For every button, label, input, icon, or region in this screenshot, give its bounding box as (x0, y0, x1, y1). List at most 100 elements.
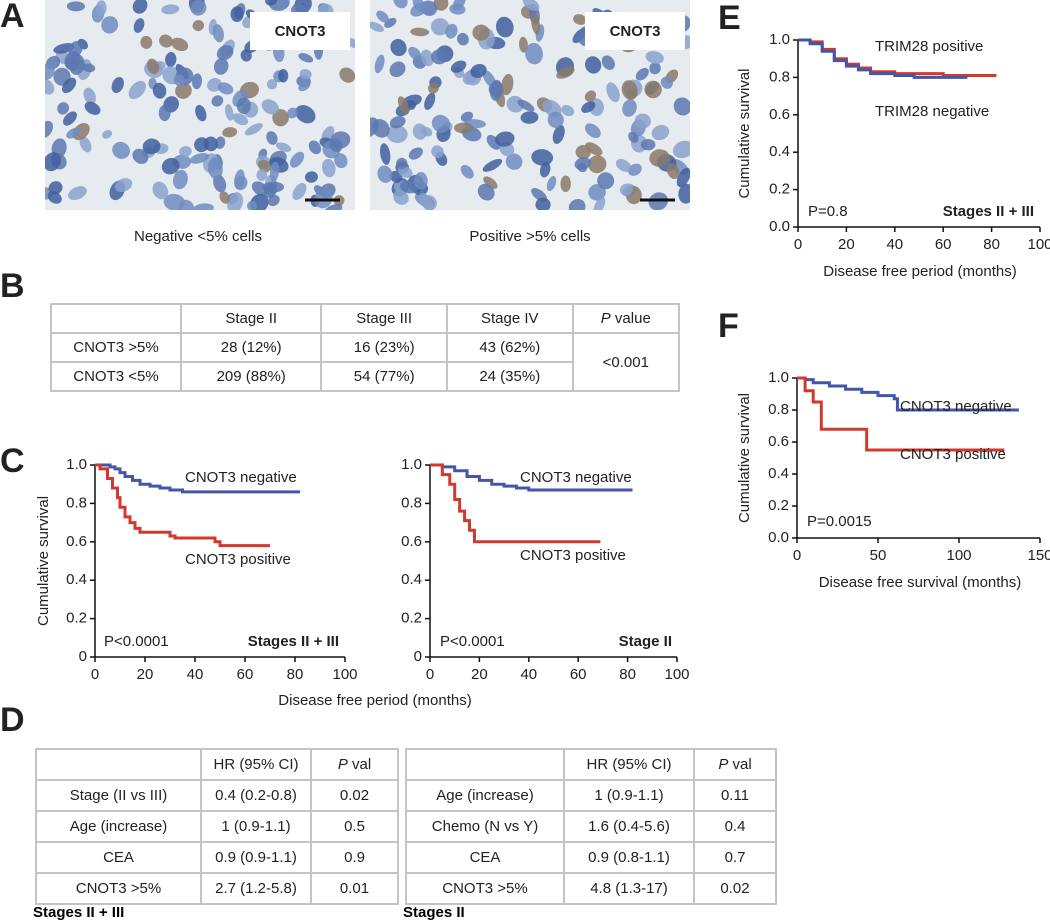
y-tick-label: 0.4 (768, 465, 789, 482)
x-tick-label: 0 (793, 547, 801, 564)
nucleus (483, 176, 498, 189)
nucleus (635, 67, 649, 81)
image-caption: Negative <5% cells (134, 228, 262, 245)
nucleus (175, 82, 192, 99)
nucleus (531, 149, 554, 166)
header-cell: Stage II (179, 303, 323, 334)
nucleus (433, 0, 449, 11)
nucleus (584, 56, 602, 74)
x-axis-label: Disease free period (months) (278, 692, 471, 709)
x-tick-label: 80 (619, 666, 636, 683)
cell: HR (95% CI) (563, 748, 695, 781)
nucleus (329, 138, 343, 153)
cell: CEA (35, 841, 202, 874)
nucleus (520, 111, 539, 124)
nucleus (111, 76, 124, 94)
nucleus (84, 101, 101, 115)
nucleus (63, 111, 78, 126)
x-tick-label: 20 (137, 666, 154, 683)
nucleus (227, 192, 244, 210)
nucleus (424, 92, 436, 110)
x-tick-label: 0 (794, 236, 802, 253)
nucleus (207, 157, 223, 180)
survival-curve (798, 38, 968, 79)
cell: 0.7 (693, 841, 777, 874)
nucleus (431, 49, 448, 65)
cell: CEA (405, 841, 565, 874)
nucleus (374, 54, 385, 74)
nucleus (649, 149, 670, 167)
nucleus (45, 152, 61, 172)
y-tick-label: 0.2 (401, 610, 422, 627)
nucleus (584, 90, 597, 102)
nucleus (431, 114, 451, 133)
nucleus (640, 139, 656, 151)
y-tick-label: 0.8 (768, 401, 789, 418)
nucleus (192, 20, 204, 32)
nucleus (219, 191, 230, 204)
nucleus (240, 49, 252, 62)
nucleus (428, 82, 439, 94)
nucleus (128, 80, 146, 100)
x-tick-label: 0 (426, 666, 434, 683)
y-tick-label: 0.2 (769, 181, 790, 198)
cell: 0.4 (693, 810, 777, 843)
x-tick-label: 80 (983, 236, 1000, 253)
nucleus (287, 107, 299, 119)
cell: CNOT3 >5% (405, 872, 565, 905)
nucleus (262, 181, 285, 193)
nucleus (477, 183, 495, 201)
cell (405, 748, 565, 781)
series-label: CNOT3 positive (900, 446, 1006, 463)
nucleus (269, 161, 280, 182)
nucleus (552, 124, 565, 144)
nucleus (450, 60, 467, 73)
nucleus (676, 167, 690, 188)
empty-cell (50, 303, 182, 334)
cell: 1 (0.9-1.1) (200, 810, 312, 843)
panel-letter: F (718, 307, 739, 345)
header-cell: Stage III (320, 303, 448, 334)
nucleus (324, 204, 343, 210)
y-tick-label: 0.8 (401, 494, 422, 511)
nucleus (649, 62, 661, 75)
nucleus (61, 77, 77, 94)
nucleus (298, 53, 314, 63)
panel-letter: A (0, 0, 25, 35)
table-b: Stage II Stage III Stage IV P value CNOT… (50, 303, 681, 392)
nucleus (501, 73, 514, 96)
cell: CNOT3 <5% (50, 361, 182, 392)
nucleus (666, 163, 680, 180)
y-tick-label: 0.0 (769, 218, 790, 235)
nucleus (644, 80, 662, 99)
nucleus (622, 185, 634, 197)
y-tick-label: 0.2 (66, 610, 87, 627)
table-d: HR (95% CI) P val Stage (II vs III) 0.4 (0.… (35, 748, 399, 905)
nucleus (57, 102, 70, 115)
nucleus (546, 175, 557, 192)
cell: 0.4 (0.2-0.8) (200, 779, 312, 812)
y-tick-label: 0.6 (401, 533, 422, 550)
micrograph: CNOT3 (370, 0, 690, 210)
x-tick-label: 20 (471, 666, 488, 683)
nucleus (621, 80, 638, 100)
nucleus (236, 97, 251, 115)
nucleus (627, 163, 642, 176)
nucleus (234, 169, 245, 189)
nucleus (525, 42, 543, 65)
x-tick-label: 80 (287, 666, 304, 683)
survival-curve (797, 376, 1005, 452)
cell: 24 (35%) (445, 361, 574, 392)
micrographs: CNOT3 CNOT3 (45, 0, 690, 210)
y-tick-label: 0.4 (769, 143, 790, 160)
nucleus (539, 162, 551, 178)
nucleus (267, 195, 280, 207)
y-tick-label: 0.6 (769, 106, 790, 123)
y-tick-label: 0 (79, 648, 87, 665)
nucleus (261, 99, 279, 115)
survival-curve (95, 463, 270, 548)
cell: 0.02 (310, 779, 399, 812)
y-tick-label: 0.4 (66, 571, 87, 588)
y-tick-label: 0.6 (768, 433, 789, 450)
y-tick-label: 1.0 (66, 456, 87, 473)
